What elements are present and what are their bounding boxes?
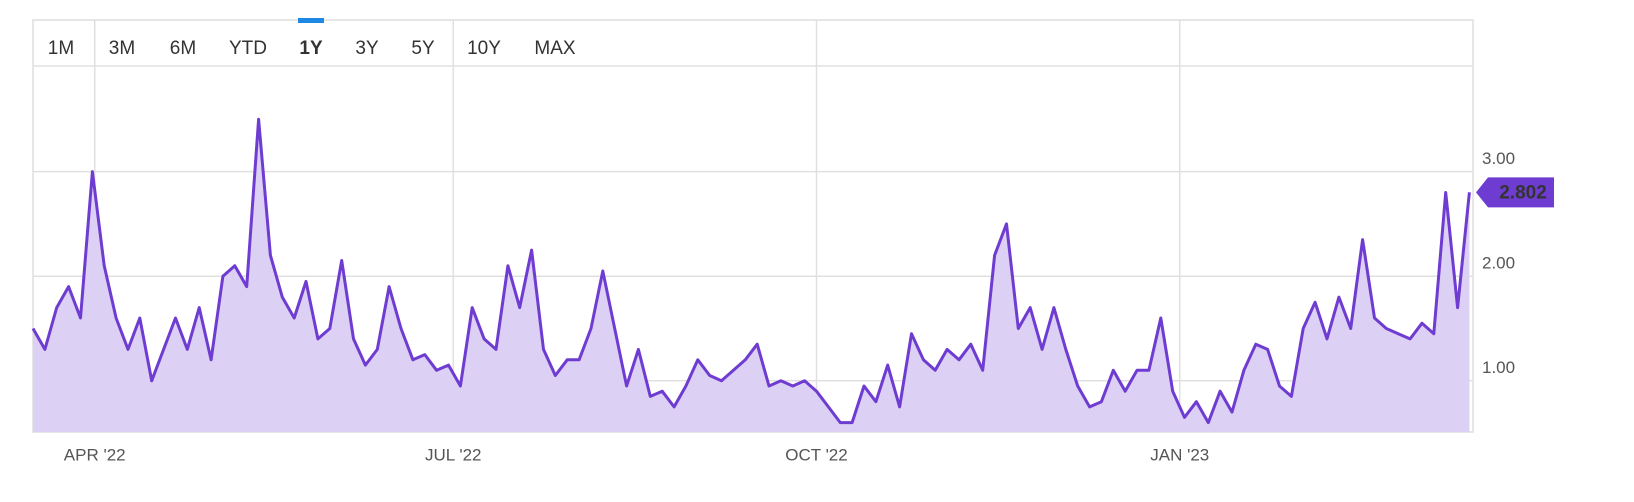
- y-tick-label: 3.00: [1482, 149, 1515, 168]
- range-button[interactable]: 1Y: [299, 38, 323, 59]
- x-tick-label: OCT '22: [785, 445, 847, 464]
- area: [33, 119, 1470, 433]
- range-button[interactable]: YTD: [229, 38, 267, 59]
- range-button[interactable]: 6M: [170, 38, 196, 59]
- x-tick-label: APR '22: [64, 445, 126, 464]
- current-value-badge: [1476, 177, 1554, 208]
- line: [31, 117, 1471, 425]
- active-indicator: [298, 18, 324, 23]
- range-button[interactable]: 1M: [48, 38, 74, 59]
- x-tick-label: JAN '23: [1150, 445, 1209, 464]
- y-tick-label: 1.00: [1482, 358, 1515, 377]
- range-button[interactable]: 3M: [109, 38, 135, 59]
- x-tick-label: JUL '22: [425, 445, 481, 464]
- range-button[interactable]: MAX: [534, 38, 576, 59]
- current-value-label: 2.802: [1499, 182, 1547, 203]
- range-button[interactable]: 3Y: [355, 38, 379, 59]
- range-button[interactable]: 5Y: [411, 38, 435, 59]
- y-tick-label: 2.00: [1482, 254, 1515, 273]
- range-button[interactable]: 10Y: [467, 38, 501, 59]
